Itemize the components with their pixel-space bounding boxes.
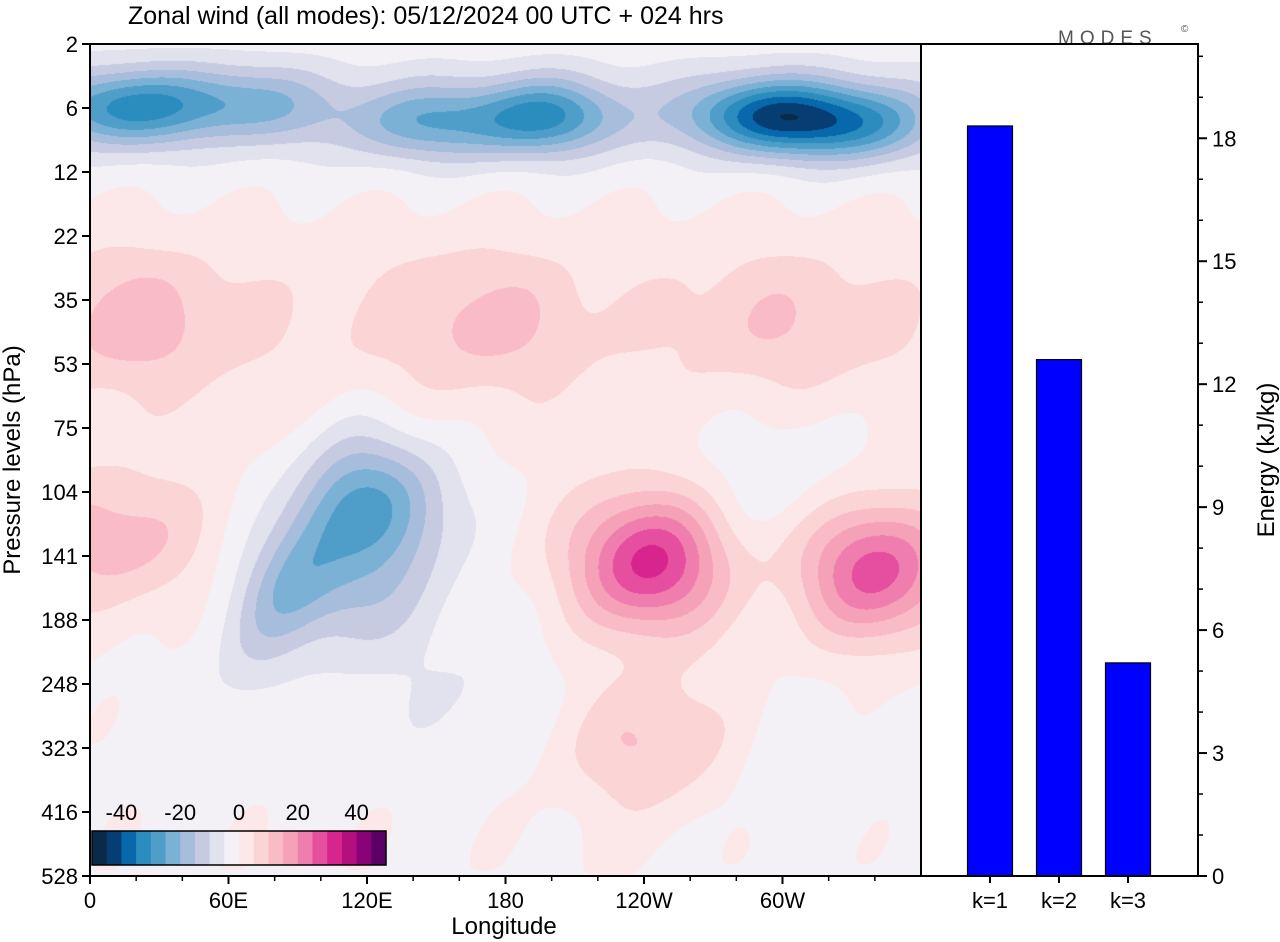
energy-tick-label: 0 [1212,864,1224,889]
colorbar-swatch [312,831,328,865]
pressure-tick-label: 53 [54,352,78,377]
colorbar-outline [91,830,387,866]
energy-tick-label: 12 [1212,372,1236,397]
energy-tick-label: 15 [1212,249,1236,274]
colorbar-swatch [92,831,108,865]
colorbar-swatch [106,831,122,865]
colorbar-swatch [121,831,137,865]
colorbar-swatch [165,831,181,865]
colorbar-swatch [224,831,240,865]
colorbar-tick-label: -40 [106,800,138,825]
category-label: k=3 [1110,888,1146,913]
category-label: k=1 [972,888,1008,913]
energy-tick-label: 9 [1212,495,1224,520]
pressure-tick-label: 6 [66,96,78,121]
longitude-ticks: 0 60E 120E 180 120W 60W [84,876,876,913]
colorbar-tick-label: 20 [286,800,310,825]
energy-bars [966,125,1152,877]
heatmap-canvas [90,44,921,876]
pressure-ticks: 2 6 12 22 35 53 75 104 141 188 248 323 416 528 [41,32,90,889]
energy-tick-label: 3 [1212,741,1224,766]
colorbar-swatch [209,831,225,865]
pressure-tick-label: 188 [41,608,78,633]
longitude-tick-label: 0 [84,888,96,913]
longitude-tick-label: 60W [760,888,805,913]
bar-category-labels: k=1 k=2 k=3 [972,876,1146,913]
colorbar-tick-label: 0 [233,800,245,825]
pressure-tick-label: 141 [41,544,78,569]
heatmap-field [90,44,921,876]
colorbar-swatch [150,831,166,865]
brand-logo: MODES [1058,28,1158,49]
pressure-tick-label: 416 [41,800,78,825]
longitude-tick-label: 120E [341,888,392,913]
pressure-tick-label: 35 [54,288,78,313]
energy-axis-label: Energy (kJ/kg) [1253,383,1280,538]
pressure-tick-label: 22 [54,224,78,249]
colorbar-swatch [283,831,299,865]
colorbar-swatch [268,831,284,865]
pressure-tick-label: 104 [41,480,78,505]
pressure-tick-label: 2 [66,32,78,57]
longitude-tick-label: 120W [615,888,673,913]
chart-title: Zonal wind (all modes): 05/12/2024 00 UT… [128,2,723,30]
colorbar-tick-label: 40 [344,800,368,825]
colorbar-swatch [356,831,372,865]
pressure-tick-label: 323 [41,736,78,761]
colorbar-swatch [253,831,269,865]
colorbar-swatch [180,831,196,865]
energy-bar [1104,662,1152,877]
energy-bar [966,125,1014,877]
colorbar-swatch [327,831,343,865]
colorbar-ticks: -40 -20 0 20 40 [106,800,369,825]
colorbar-swatch [371,831,387,865]
longitude-tick-label: 180 [487,888,524,913]
energy-tick-label: 18 [1212,126,1236,151]
category-label: k=2 [1041,888,1077,913]
colorbar-swatch [239,831,255,865]
brand-mark: © [1181,24,1189,35]
colorbar [91,830,387,866]
colorbar-swatch [194,831,211,865]
colorbar-swatch [136,831,152,865]
energy-ticks: 0 3 6 9 12 15 18 [1198,55,1236,889]
colorbar-swatch [341,831,358,865]
longitude-tick-label: 60E [209,888,248,913]
colorbar-tick-label: -20 [164,800,196,825]
colorbar-swatch [297,831,313,865]
energy-tick-label: 6 [1212,618,1224,643]
pressure-tick-label: 528 [41,864,78,889]
energy-bar [1035,358,1083,877]
pressure-tick-label: 12 [54,160,78,185]
y-axis-label: Pressure levels (hPa) [0,345,26,574]
pressure-tick-label: 75 [54,416,78,441]
x-axis-label: Longitude [451,913,556,940]
pressure-tick-label: 248 [41,672,78,697]
